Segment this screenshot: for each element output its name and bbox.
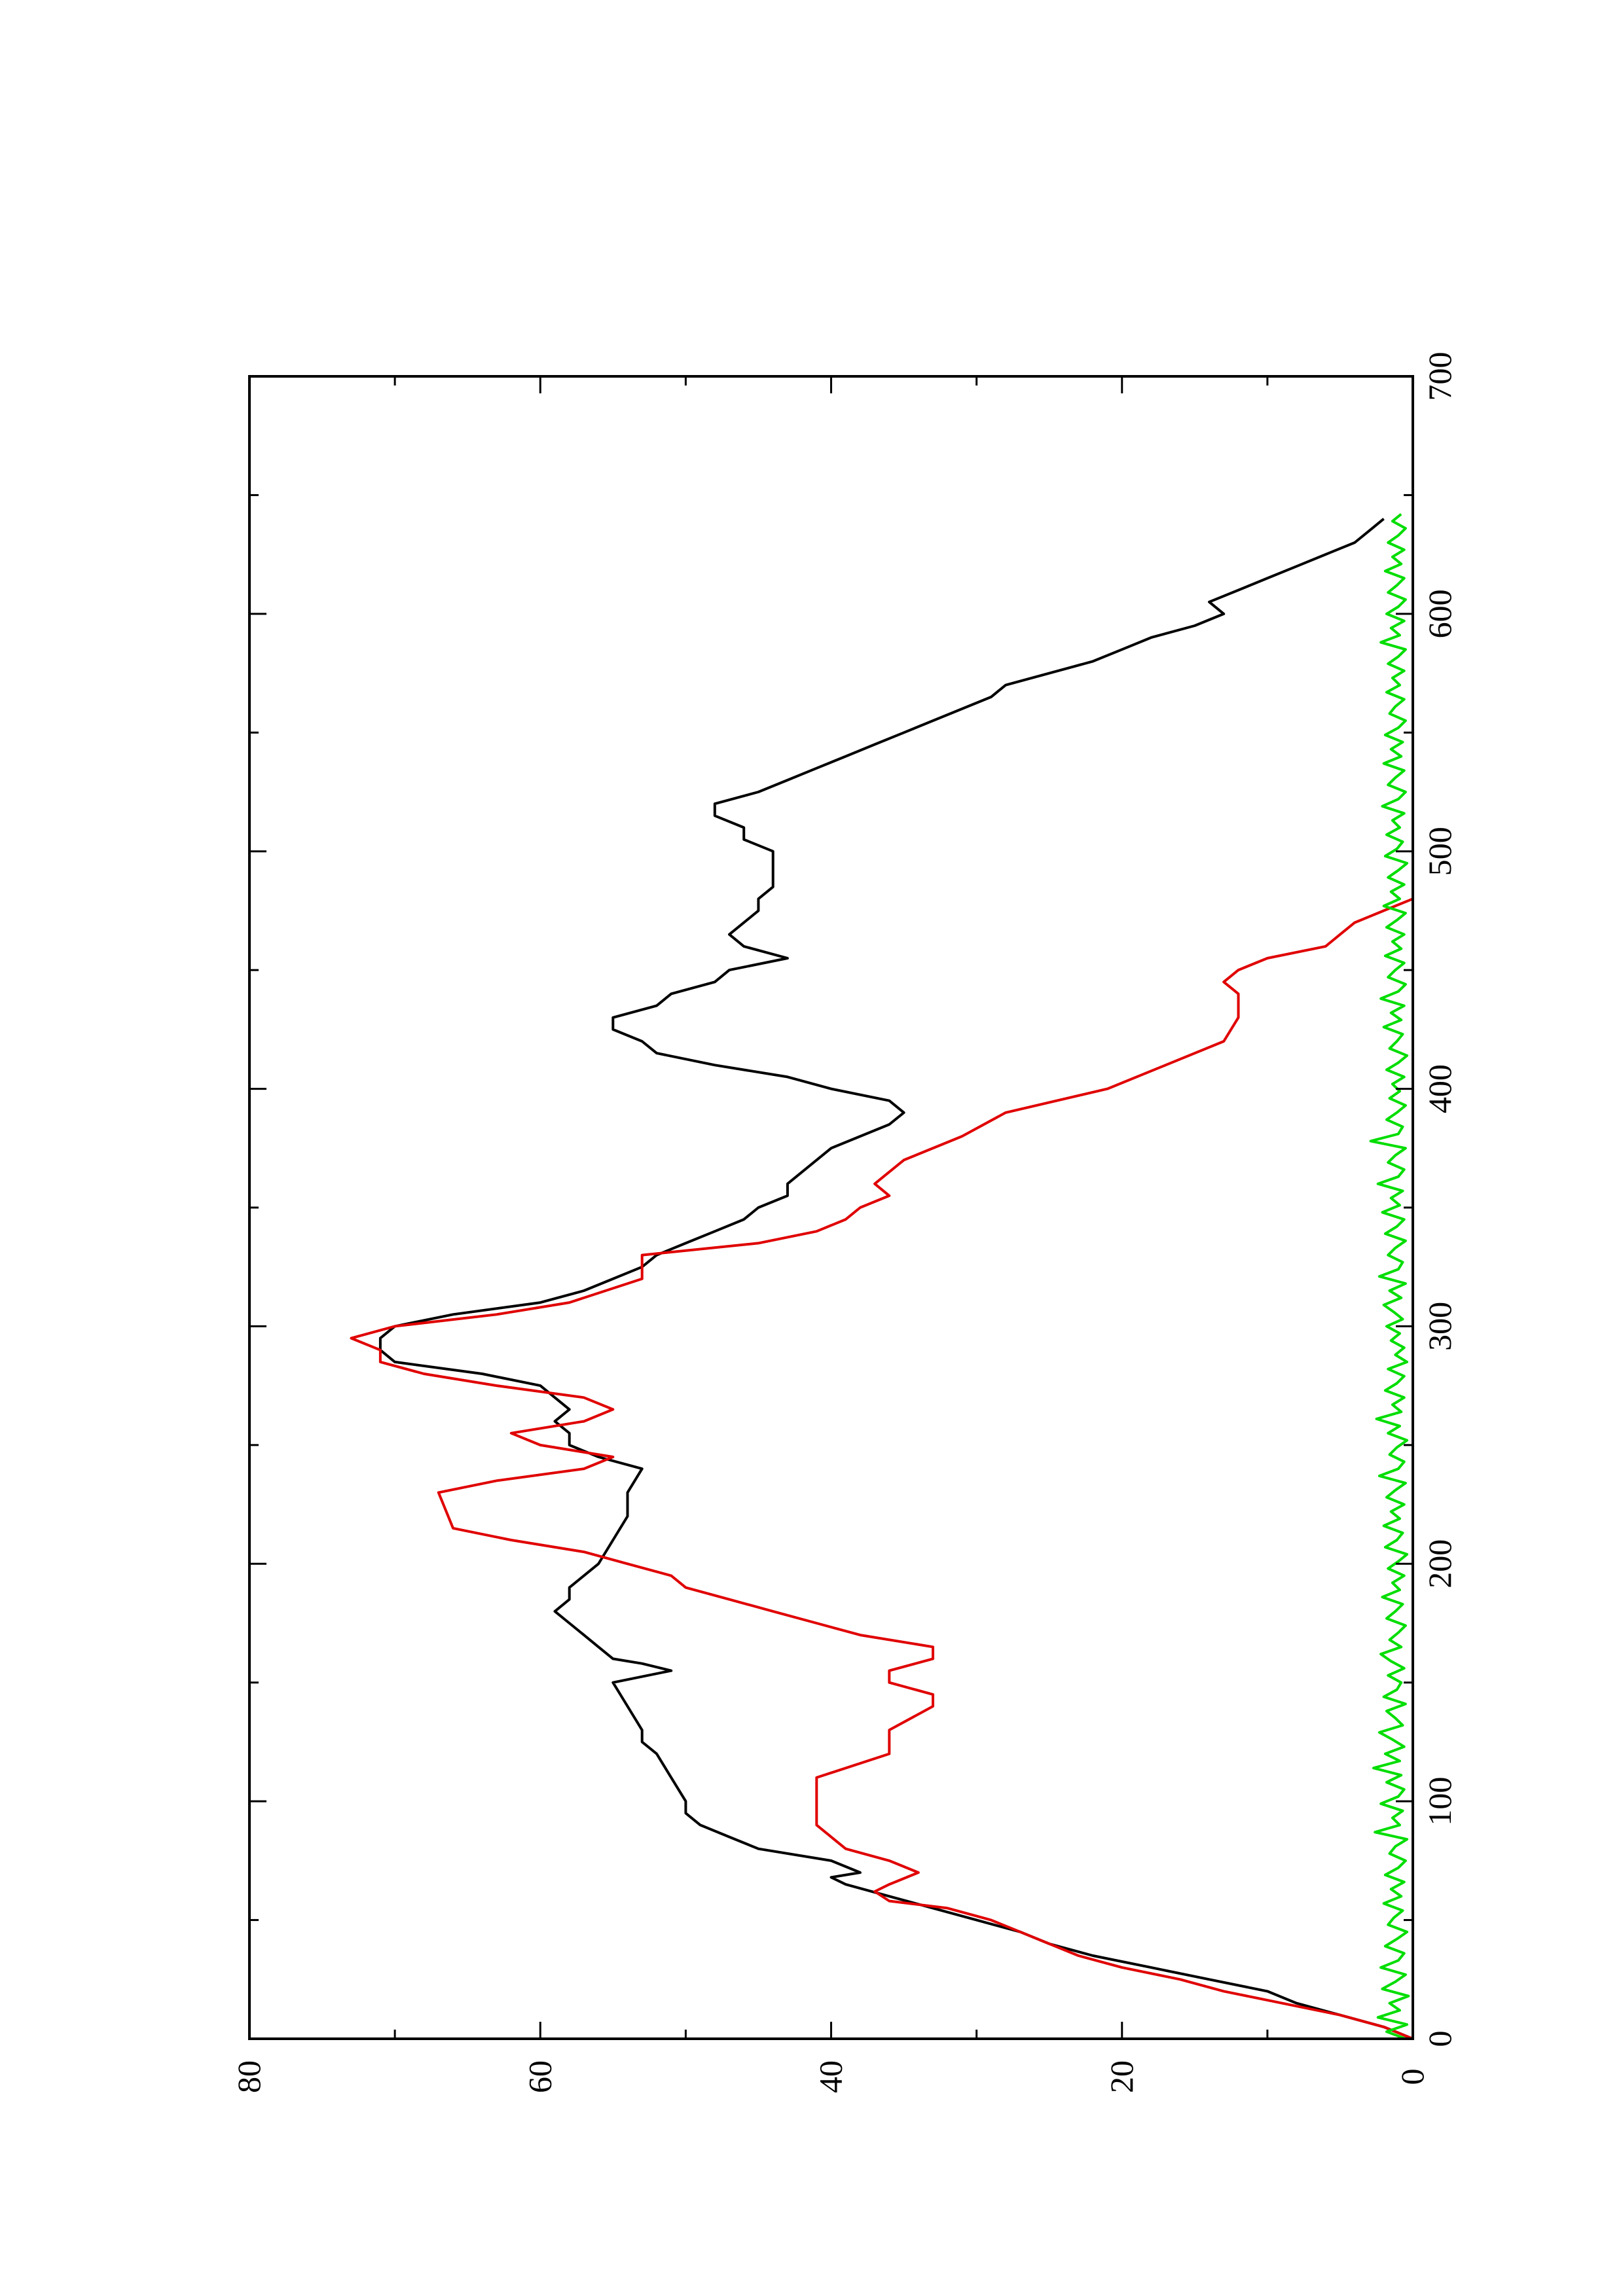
x-tick-label: 500 — [1421, 827, 1458, 876]
x-tick-label: 700 — [1421, 352, 1458, 401]
plot-frame — [248, 375, 1414, 2040]
y-tick-label: 20 — [1103, 2060, 1140, 2093]
x-tick-label: 200 — [1421, 1539, 1458, 1588]
plot-area — [350, 512, 1413, 2040]
x-tick-label: 100 — [1421, 1777, 1458, 1826]
y-tick-label: 80 — [230, 2060, 267, 2093]
x-tick-label: 0 — [1421, 2031, 1458, 2047]
series-line-1 — [378, 518, 1413, 2040]
x-tick-label: 600 — [1421, 589, 1458, 638]
x-tick-label: 300 — [1421, 1302, 1458, 1351]
series-line-2 — [350, 897, 1413, 2040]
axes: 0 100 200 300 400 500 600 700 0 20 40 60 80 — [230, 352, 1458, 2094]
x-tick-label: 400 — [1421, 1064, 1458, 1113]
series-line-3 — [1369, 512, 1410, 2040]
y-tick-label: 40 — [812, 2060, 849, 2093]
y-tick-label: 0 — [1394, 2069, 1431, 2085]
y-tick-label: 60 — [521, 2060, 558, 2093]
